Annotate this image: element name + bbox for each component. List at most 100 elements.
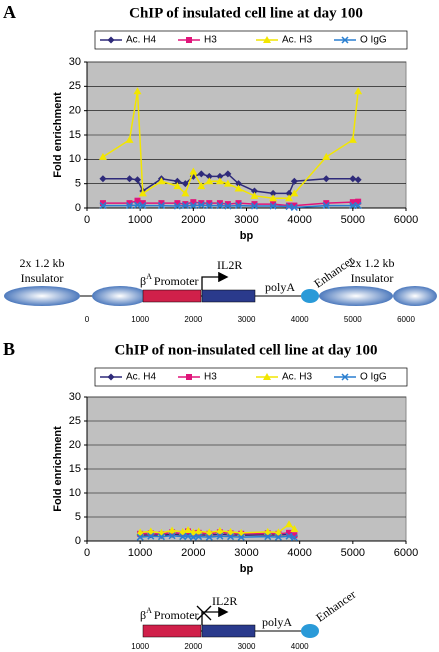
y-axis-label: Fold enrichment xyxy=(52,426,64,512)
marker xyxy=(198,200,205,207)
marker xyxy=(186,374,192,380)
x-tick-label: 2000 xyxy=(181,214,205,226)
marker xyxy=(274,533,282,541)
chart: B ChIP of non-insulated cell line at day … xyxy=(3,339,418,651)
marker xyxy=(197,201,205,209)
marker xyxy=(107,36,115,44)
marker xyxy=(146,527,155,535)
x-tick-label: 5000 xyxy=(341,214,365,226)
y-tick-label: 20 xyxy=(69,439,81,451)
legend-label: Ac. H4 xyxy=(126,35,156,46)
x-tick-label: 2000 xyxy=(181,547,205,559)
promoter-symbol: β xyxy=(140,274,146,288)
chart: A ChIP of insulated cell line at day 100 0… xyxy=(3,2,418,324)
marker xyxy=(285,532,293,540)
marker xyxy=(136,528,145,536)
marker xyxy=(274,528,283,536)
series-line xyxy=(140,534,295,539)
marker xyxy=(205,177,214,185)
marker xyxy=(205,202,213,210)
x-tick-label: 3000 xyxy=(234,547,258,559)
marker xyxy=(224,170,232,178)
legend-label: Ac. H3 xyxy=(282,35,312,46)
marker xyxy=(237,533,245,541)
marker xyxy=(237,528,246,536)
marker xyxy=(126,200,133,207)
tss-arrow xyxy=(201,606,229,625)
marker xyxy=(216,202,224,210)
scale-label: 1000 xyxy=(131,642,149,651)
marker xyxy=(205,172,213,180)
y-tick-label: 5 xyxy=(75,511,81,523)
marker xyxy=(138,189,147,197)
chart-title: ChIP of non-insulated cell line at day 1… xyxy=(115,342,378,358)
diagram-a: 2x 1.2 kb Insulator 2x 1.2 kb Insulator … xyxy=(4,253,437,306)
insulator xyxy=(92,286,148,306)
marker xyxy=(224,202,232,210)
marker xyxy=(291,202,298,209)
marker xyxy=(322,202,330,210)
marker xyxy=(184,532,192,540)
series-line xyxy=(140,523,295,534)
legend-label: O IgG xyxy=(360,372,387,383)
gene-label: IL2R xyxy=(217,258,242,272)
marker xyxy=(134,197,141,204)
x-tick-label: 1000 xyxy=(128,547,152,559)
marker xyxy=(286,529,293,536)
marker xyxy=(206,200,213,207)
marker xyxy=(349,199,356,206)
marker xyxy=(354,202,362,210)
marker xyxy=(173,202,181,210)
gene-box xyxy=(201,289,256,303)
marker xyxy=(223,179,232,187)
y-tick-label: 10 xyxy=(69,153,81,165)
marker xyxy=(197,170,205,178)
tss-arrow xyxy=(201,271,229,290)
promoter-symbol: β xyxy=(140,608,146,622)
enhancer xyxy=(301,289,319,303)
marker xyxy=(270,201,277,208)
marker xyxy=(250,202,259,210)
marker xyxy=(181,189,190,197)
x-axis-label: bp xyxy=(240,230,254,242)
insulator xyxy=(4,286,80,306)
polya-label: polyA xyxy=(262,615,292,629)
marker xyxy=(173,182,182,190)
marker xyxy=(355,198,362,205)
marker xyxy=(235,180,243,188)
marker xyxy=(269,194,278,202)
y-axis-label: Fold enrichment xyxy=(52,92,64,178)
marker xyxy=(264,533,272,541)
marker xyxy=(157,202,165,210)
marker xyxy=(290,525,299,532)
legend-label: Ac. H3 xyxy=(282,372,312,383)
marker xyxy=(139,200,146,207)
marker xyxy=(186,37,192,43)
enhancer-label: Enhancer xyxy=(311,253,356,290)
marker xyxy=(126,202,134,210)
x-tick-label: 0 xyxy=(84,214,90,226)
marker xyxy=(99,202,107,210)
marker xyxy=(157,177,166,185)
marker xyxy=(158,200,165,207)
promoter-name: Promoter xyxy=(154,608,199,622)
marker xyxy=(168,532,176,540)
marker xyxy=(205,533,213,541)
marker xyxy=(285,203,293,211)
y-tick-label: 30 xyxy=(69,391,81,403)
marker xyxy=(234,202,243,210)
legend-label: H3 xyxy=(204,372,217,383)
marker xyxy=(263,36,271,43)
chart-title: ChIP of insulated cell line at day 100 xyxy=(129,5,363,21)
gene-label: IL2R xyxy=(212,594,237,608)
y-tick-label: 10 xyxy=(69,487,81,499)
scale-label: 0 xyxy=(85,315,90,324)
marker xyxy=(136,533,144,541)
marker xyxy=(224,201,231,208)
marker xyxy=(126,175,134,183)
marker xyxy=(107,373,115,381)
y-tick-label: 5 xyxy=(75,178,81,190)
marker xyxy=(189,202,197,210)
marker xyxy=(133,87,142,95)
